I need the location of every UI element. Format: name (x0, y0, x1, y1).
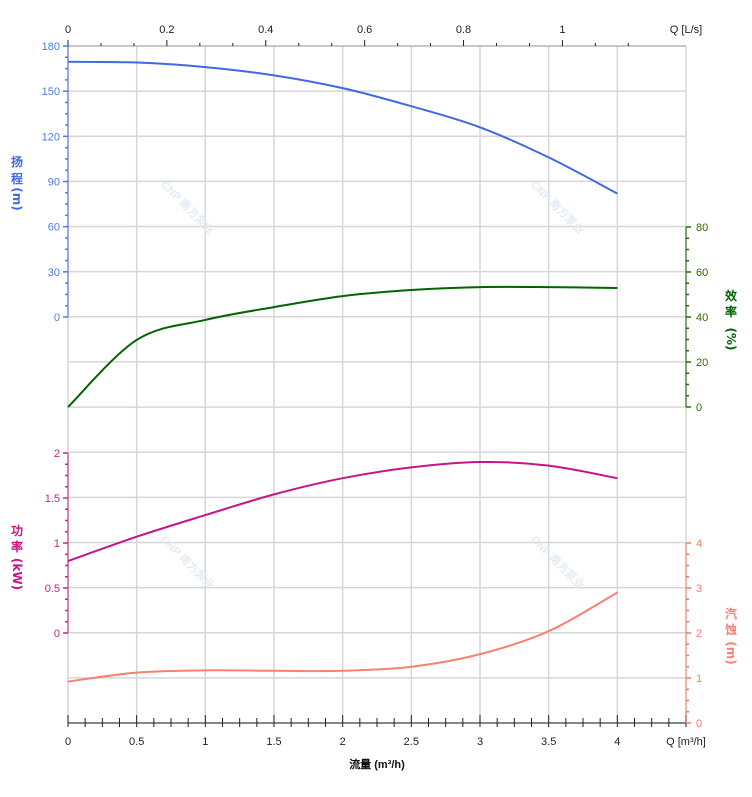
power-tick-label: 1.5 (45, 493, 60, 505)
power-axis-unit: (kW) (10, 558, 24, 590)
head-tick-label: 180 (42, 41, 60, 53)
npsh-tick-label: 0 (696, 718, 702, 730)
head-axis-title: 程 (11, 171, 23, 186)
x-tick-label: 2.5 (404, 736, 419, 748)
top-tick-label: 0 (65, 24, 71, 36)
top-axis-end-label: Q [L/s] (670, 24, 702, 36)
watermark: CNP 南方泵业 (158, 177, 217, 236)
efficiency-axis-title: 率 (725, 304, 737, 319)
head-tick-label: 90 (48, 177, 60, 189)
npsh-tick-label: 2 (696, 628, 702, 640)
watermark: CNP 南方泵业 (528, 532, 587, 591)
head-tick-label: 30 (48, 267, 60, 279)
x-axis-title: 流量 (m³/h) (349, 757, 405, 771)
power-tick-label: 0.5 (45, 583, 60, 595)
x-tick-label: 3.5 (541, 736, 556, 748)
x-tick-label: 4 (614, 736, 620, 748)
efficiency-tick-label: 80 (696, 222, 708, 234)
efficiency-tick-label: 20 (696, 357, 708, 369)
npsh-tick-label: 1 (696, 673, 702, 685)
power-tick-label: 2 (54, 448, 60, 460)
x-tick-label: 2 (340, 736, 346, 748)
head-tick-label: 0 (54, 312, 60, 324)
power-tick-label: 1 (54, 538, 60, 550)
top-tick-label: 0.6 (357, 24, 372, 36)
head-tick-label: 150 (42, 86, 60, 98)
head-curve (67, 60, 618, 195)
npsh-curve (67, 591, 618, 683)
head-axis-unit: (m) (10, 187, 24, 210)
power-tick-label: 0 (54, 628, 60, 640)
npsh-axis-title: 蚀 (724, 622, 737, 637)
head-tick-label: 120 (42, 131, 60, 143)
efficiency-tick-label: 0 (696, 402, 702, 414)
efficiency-tick-label: 40 (696, 312, 708, 324)
efficiency-axis-title: 效 (725, 288, 738, 303)
x-tick-label: 1.5 (266, 736, 281, 748)
npsh-tick-label: 4 (696, 538, 702, 550)
head-tick-label: 60 (48, 222, 60, 234)
top-tick-label: 0.8 (456, 24, 471, 36)
x-tick-label: 3 (477, 736, 483, 748)
npsh-axis-title: 汽 (725, 606, 737, 621)
watermark: CNP 南方泵业 (158, 532, 217, 591)
top-tick-label: 0.2 (159, 24, 174, 36)
top-tick-label: 0.4 (258, 24, 273, 36)
efficiency-axis-unit: (%) (724, 328, 738, 351)
x-tick-label: 0 (65, 736, 71, 748)
top-tick-label: 1 (559, 24, 565, 36)
power-curve (67, 460, 618, 562)
efficiency-curve (67, 285, 618, 408)
npsh-axis-unit: (m) (724, 641, 738, 664)
x-tick-label: 1 (202, 736, 208, 748)
npsh-tick-label: 3 (696, 583, 702, 595)
power-axis-title: 功 (11, 523, 23, 538)
head-axis-title: 扬 (11, 154, 23, 169)
x-axis-end-label: Q [m³/h] (666, 736, 706, 748)
x-tick-label: 0.5 (129, 736, 144, 748)
power-axis-title: 率 (11, 539, 23, 554)
efficiency-tick-label: 60 (696, 267, 708, 279)
watermark: CNP 南方泵业 (528, 177, 587, 236)
